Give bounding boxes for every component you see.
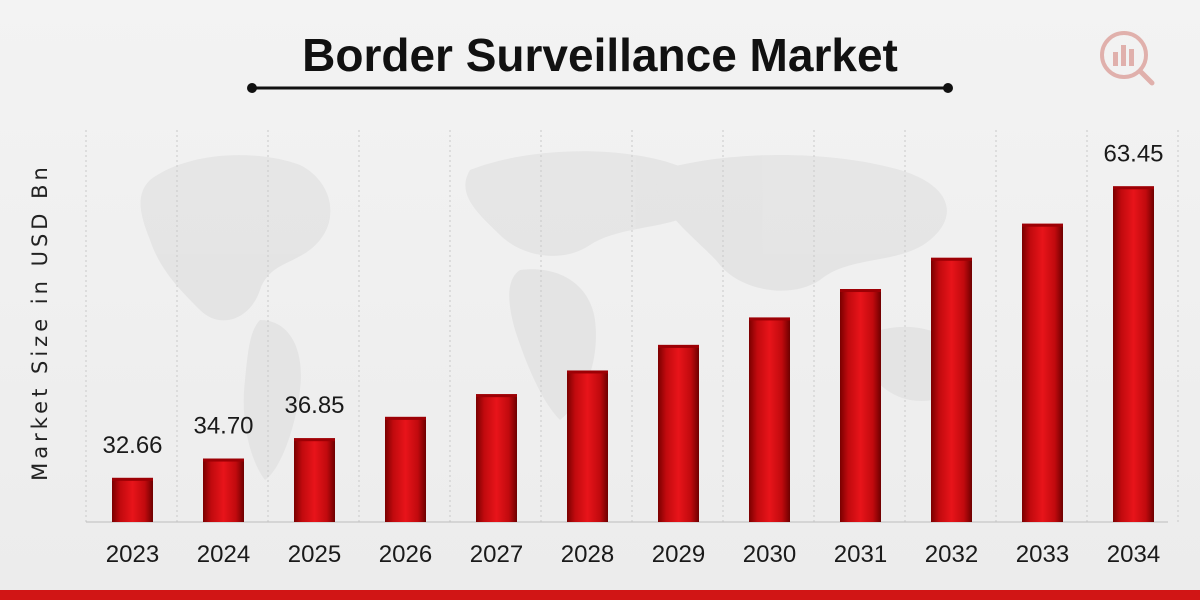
bar-cap-2030 [749, 317, 790, 321]
bar-cap-2032 [931, 257, 972, 261]
bar-cap-2033 [1022, 223, 1063, 227]
x-tick-labels: 2023 2024 2025 2026 2027 2028 2029 2030 2031 2032… [106, 541, 1160, 568]
y-axis-label: Market Size in USD Bn [28, 163, 52, 481]
x-tick-2026: 2026 [379, 541, 432, 568]
bar-2027 [476, 394, 517, 522]
value-label-2023: 32.66 [102, 432, 162, 459]
bar-2025 [294, 438, 335, 522]
x-tick-2024: 2024 [197, 541, 250, 568]
title-underline [247, 83, 953, 93]
chart-title: Border Surveillance Market [302, 29, 898, 81]
bar-2029 [658, 344, 699, 522]
x-tick-2034: 2034 [1107, 541, 1160, 568]
bar-2028 [567, 370, 608, 522]
bars [112, 186, 1154, 522]
bar-cap-2027 [476, 394, 517, 398]
value-label-2025: 36.85 [284, 392, 344, 419]
x-tick-2027: 2027 [470, 541, 523, 568]
bar-2032 [931, 257, 972, 522]
bar-2031 [840, 289, 881, 522]
x-tick-2031: 2031 [834, 541, 887, 568]
bottom-accent-bar [0, 590, 1200, 600]
bar-2024 [203, 458, 244, 522]
value-label-2024: 34.70 [193, 413, 253, 440]
bar-cap-2024 [203, 458, 244, 462]
bar-2023 [112, 477, 153, 522]
grid-lines [85, 130, 1179, 523]
bar-cap-2023 [112, 477, 153, 481]
bar-cap-2029 [658, 344, 699, 348]
bar-2026 [385, 416, 426, 522]
bar-cap-2028 [567, 370, 608, 374]
x-tick-2030: 2030 [743, 541, 796, 568]
x-tick-2028: 2028 [561, 541, 614, 568]
bar-2034 [1113, 186, 1154, 522]
bar-cap-2026 [385, 416, 426, 420]
value-label-2034: 63.45 [1103, 140, 1163, 167]
bar-cap-2025 [294, 438, 335, 442]
bar-2033 [1022, 223, 1063, 522]
x-tick-2025: 2025 [288, 541, 341, 568]
x-tick-2023: 2023 [106, 541, 159, 568]
x-tick-2033: 2033 [1016, 541, 1069, 568]
bar-2030 [749, 317, 790, 522]
bar-cap-2034 [1113, 186, 1154, 190]
x-tick-2032: 2032 [925, 541, 978, 568]
value-labels: 32.66 34.70 36.85 63.45 [102, 140, 1163, 459]
x-tick-2029: 2029 [652, 541, 705, 568]
logo-icon [1100, 31, 1155, 86]
bar-cap-2031 [840, 289, 881, 293]
